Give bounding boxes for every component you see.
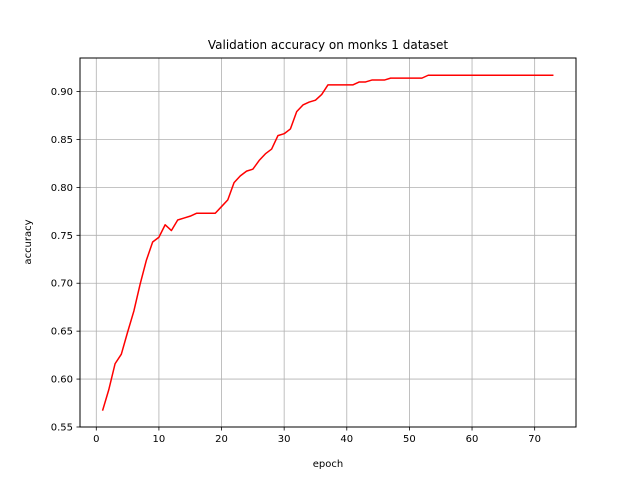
x-tick-label: 40 bbox=[340, 434, 353, 445]
y-tick-label: 0.75 bbox=[51, 231, 73, 242]
accuracy-series-line bbox=[101, 74, 554, 411]
plot-frame bbox=[79, 57, 577, 428]
y-tick-label: 0.60 bbox=[51, 375, 73, 386]
y-tick-label: 0.55 bbox=[51, 423, 73, 434]
series-layer bbox=[101, 74, 554, 411]
x-tick-label: 20 bbox=[215, 434, 228, 445]
x-tick-label: 50 bbox=[403, 434, 416, 445]
x-tick-label: 30 bbox=[278, 434, 291, 445]
y-tick-label: 0.65 bbox=[51, 327, 73, 338]
y-axis-label: accuracy bbox=[23, 219, 34, 264]
x-tick-label: 70 bbox=[528, 434, 541, 445]
y-tick-label: 0.80 bbox=[51, 183, 73, 194]
y-tick-label: 0.70 bbox=[51, 279, 73, 290]
x-axis: 0 10 20 30 40 50 60 70 bbox=[93, 427, 541, 445]
y-tick-label: 0.90 bbox=[51, 87, 73, 98]
y-axis: 0.55 0.60 0.65 0.70 0.75 0.80 0.85 0.90 bbox=[51, 87, 80, 434]
x-axis-label: epoch bbox=[313, 459, 343, 470]
chart-title: Validation accuracy on monks 1 dataset bbox=[208, 38, 449, 52]
y-tick-label: 0.85 bbox=[51, 135, 73, 146]
x-tick-label: 10 bbox=[153, 434, 166, 445]
x-tick-label: 60 bbox=[466, 434, 479, 445]
x-tick-label: 0 bbox=[93, 434, 99, 445]
